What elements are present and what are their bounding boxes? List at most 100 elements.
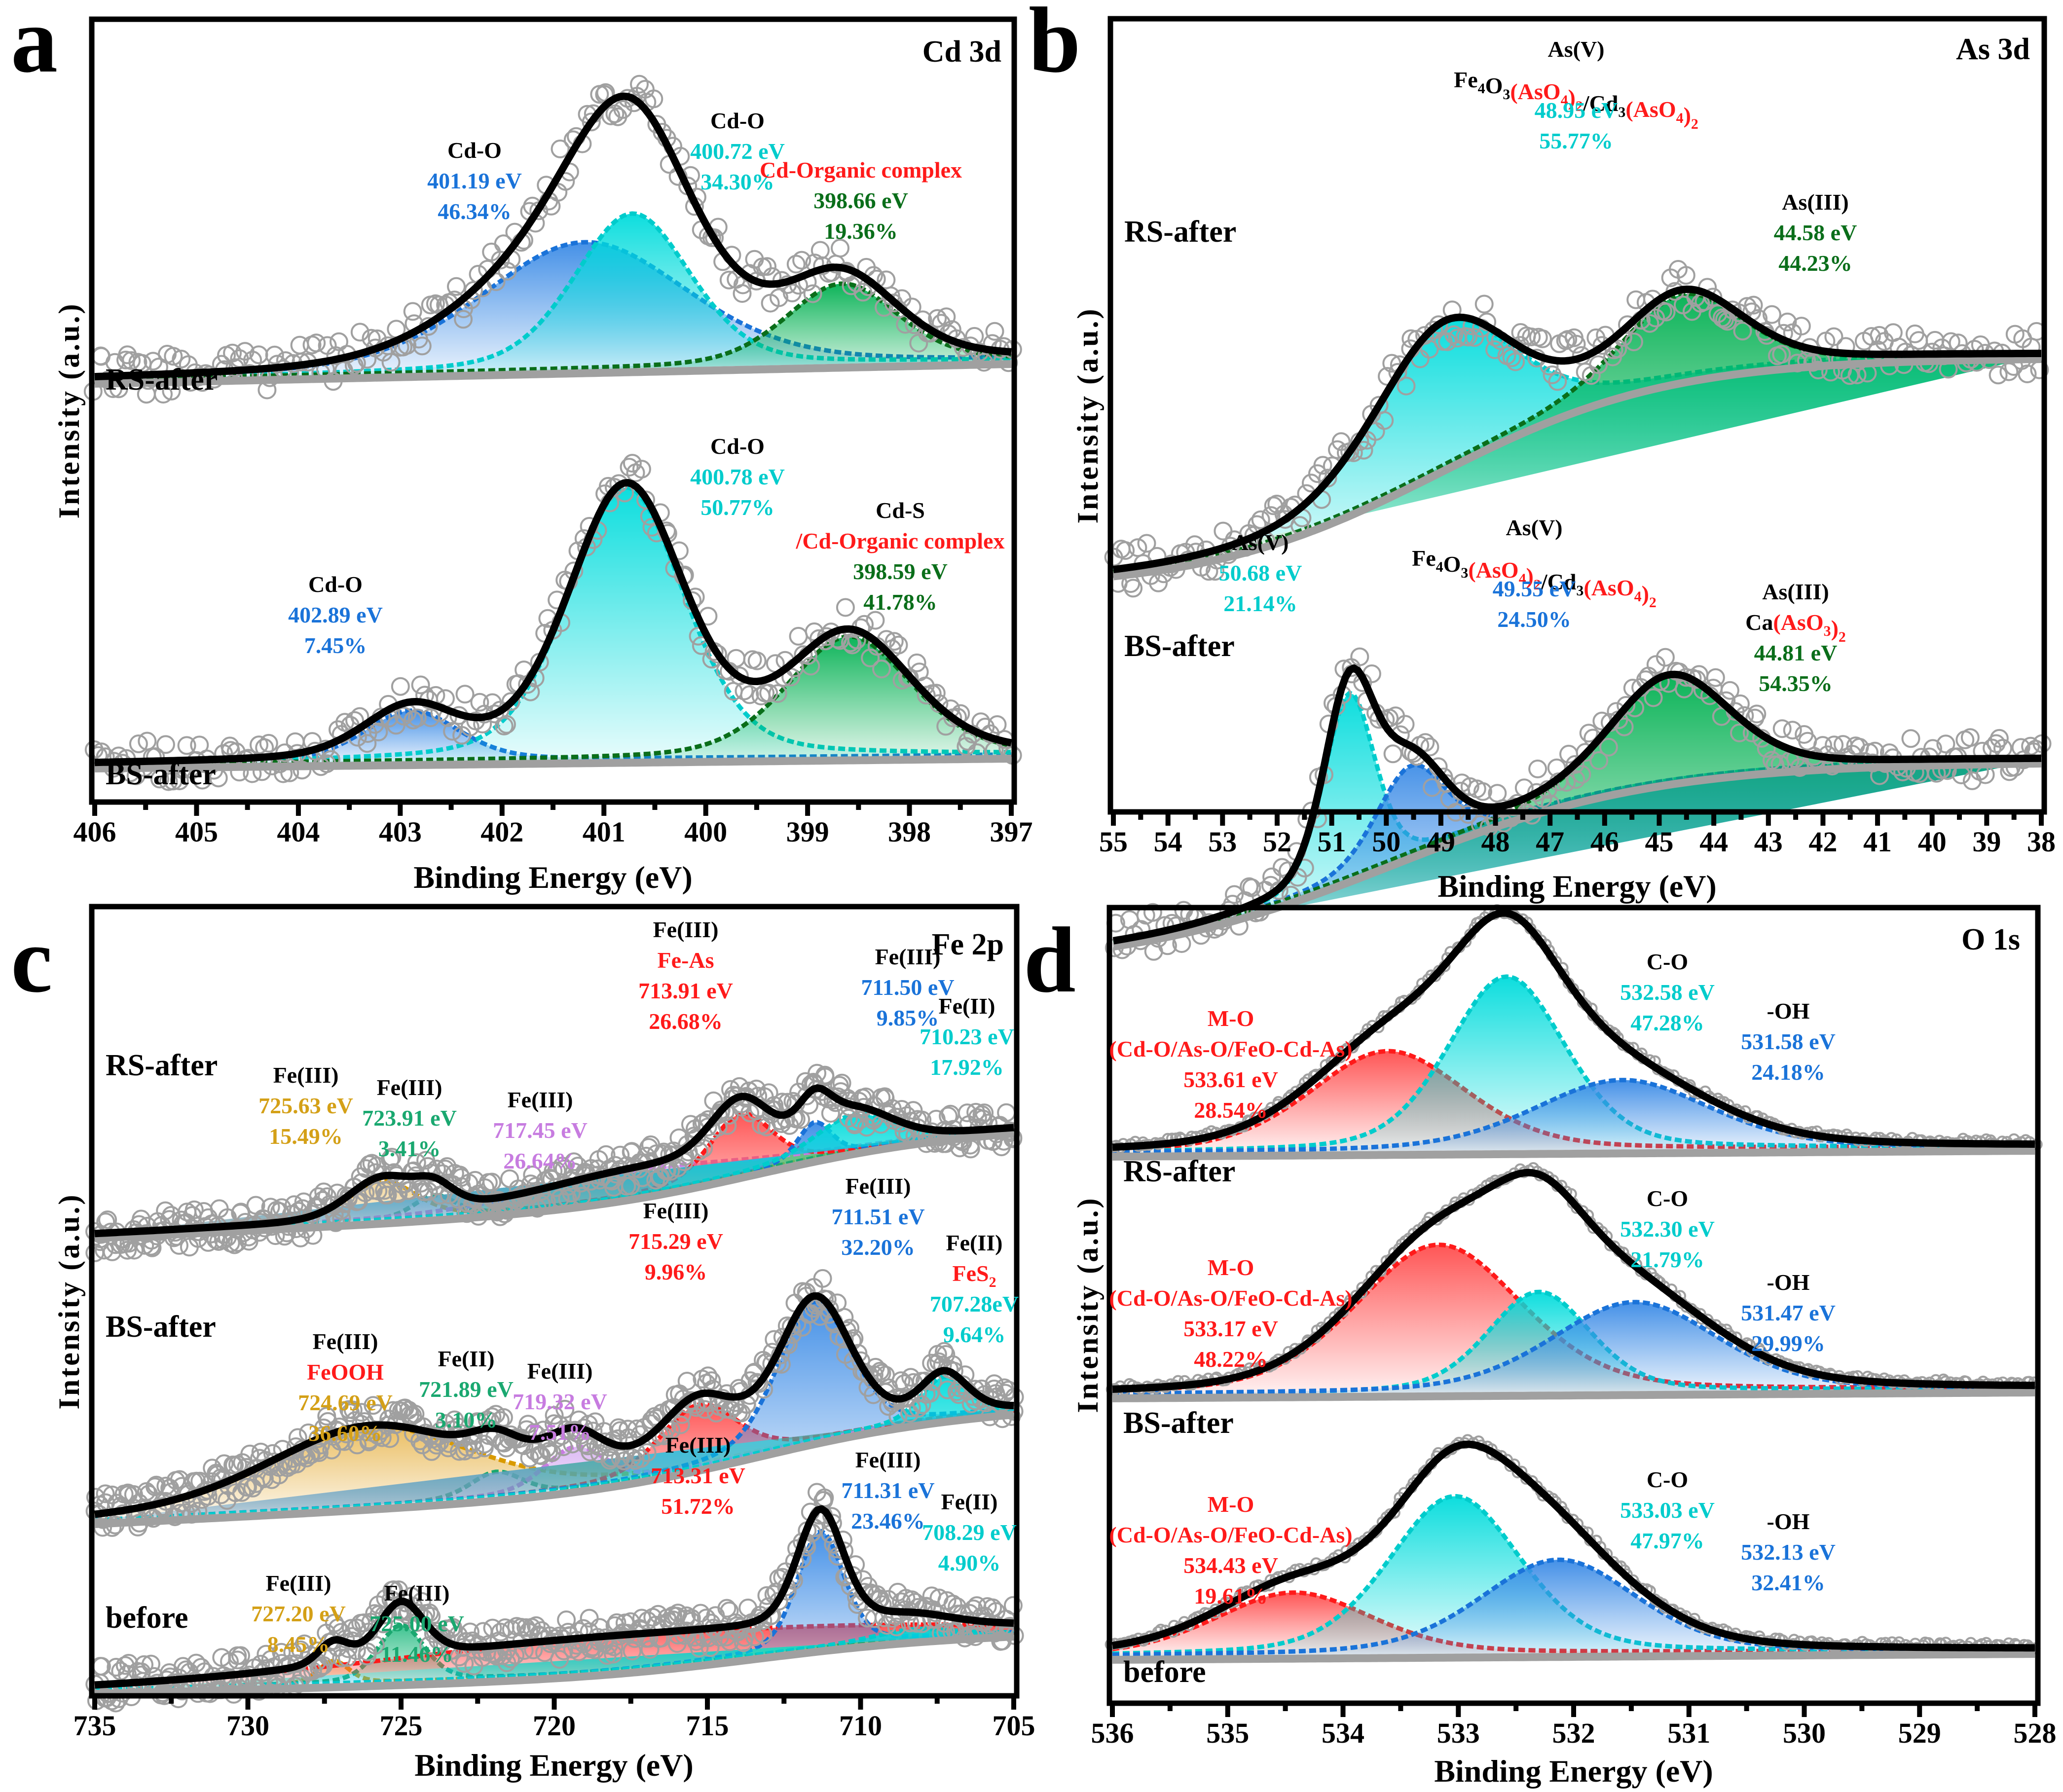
raw-data-point: [1566, 770, 1585, 789]
peak-annotation: Fe(III) 711.51 eV 32.20%: [831, 1173, 924, 1260]
annotation-sublabel: Fe-As: [658, 948, 714, 973]
x-tick-label: 735: [74, 1710, 116, 1742]
raw-data-point: [342, 1619, 361, 1638]
raw-data-point: [1533, 329, 1552, 348]
raw-data-point: [103, 1518, 122, 1537]
peak-annotation: Fe(II) 710.23 eV 17.92%: [920, 993, 1014, 1080]
raw-data-point: [768, 684, 787, 703]
panel-b-ylabel: Intensity (a.u.): [1071, 307, 1104, 523]
raw-data-point: [497, 715, 516, 734]
raw-data-point: [613, 100, 632, 119]
peak-annotation: Fe(III) 723.91 eV 3.41%: [362, 1075, 457, 1161]
annotation-percent_label: 11.46%: [381, 1642, 453, 1667]
annotation-label: M-O: [1208, 1255, 1254, 1280]
panel-a-plot: RS-after BS-after: [83, 74, 1022, 791]
raw-data-point: [170, 771, 189, 791]
x-tick-label: 534: [1322, 1717, 1364, 1749]
raw-data-point: [188, 1501, 208, 1521]
raw-data-point: [486, 272, 506, 292]
peak-fill-purple: [95, 1410, 1014, 1520]
x-tick-label: 397: [990, 816, 1033, 848]
annotation-energy_label: 49.55 eV: [1493, 576, 1576, 601]
raw-data-point: [690, 1639, 709, 1658]
raw-data-point: [705, 228, 724, 247]
annotation-energy_label: 44.81 eV: [1754, 640, 1838, 665]
raw-data-point: [1952, 766, 1971, 784]
annotation-percent_label: 34.30%: [700, 169, 774, 194]
x-tick-label: 38: [2027, 826, 2056, 858]
peak-annotation: Cd-O 401.19 eV 46.34%: [427, 138, 522, 224]
raw-data-point: [1640, 314, 1659, 333]
raw-data-point: [1267, 494, 1287, 513]
raw-data-point: [889, 635, 908, 655]
raw-data-point: [1438, 332, 1457, 351]
raw-data-point: [1149, 573, 1168, 592]
raw-data-point: [1772, 345, 1791, 364]
raw-data-point: [1976, 765, 1995, 784]
annotation-label: Fe(II): [438, 1346, 495, 1371]
fit-envelope: [94, 92, 1012, 381]
annotation-energy_label: 532.13 eV: [1741, 1539, 1836, 1565]
sample-label: BS-after: [106, 758, 216, 791]
annotation-percent_label: 44.23%: [1778, 251, 1852, 276]
x-tick-label: 725: [380, 1710, 423, 1742]
x-tick-label: 54: [1154, 826, 1182, 858]
raw-data-point: [866, 611, 885, 630]
raw-data-point: [744, 1363, 763, 1383]
annotation-label: Fe(III): [313, 1329, 378, 1354]
background-line: [94, 360, 1012, 388]
x-tick-label: 403: [379, 816, 422, 848]
raw-data-point: [343, 1400, 363, 1420]
peak-fill-blue: [1112, 1302, 2035, 1394]
raw-data-point: [1416, 733, 1435, 752]
raw-data-point: [907, 653, 926, 672]
peak-fill-cyan: [95, 487, 1011, 765]
raw-data-point: [163, 771, 183, 791]
sample-label: BS-after: [1124, 629, 1235, 663]
raw-data-point: [1429, 315, 1448, 334]
raw-data-point: [1646, 655, 1665, 674]
annotation-energy_label: 533.17 eV: [1183, 1316, 1278, 1341]
raw-data-point: [177, 736, 196, 755]
raw-data-point: [109, 379, 128, 399]
annotation-percent_label: 46.34%: [438, 199, 512, 224]
spectrum-bs-after: BS-after: [84, 454, 1022, 791]
raw-data-point: [1543, 365, 1562, 384]
spectrum-before: before: [85, 1483, 1024, 1713]
raw-data-point: [623, 454, 642, 473]
raw-data-point: [1206, 562, 1225, 581]
raw-data-point: [171, 1503, 190, 1523]
raw-data-point: [411, 675, 430, 695]
x-tick-label: 528: [2014, 1717, 2057, 1749]
raw-data-point: [759, 684, 778, 703]
panel-b-x-axis: 55 54 53 52 51 50 49 48 47 46 45 44 43 42 41 40 39 38: [1099, 812, 2056, 858]
raw-data-point: [815, 1065, 835, 1085]
annotation-energy_label: 725.00 eV: [369, 1611, 464, 1636]
background-line: [94, 1633, 1014, 1698]
raw-data-point: [1790, 758, 1809, 777]
peak-annotation: C-O 533.03 eV 47.97%: [1620, 1467, 1715, 1553]
raw-data-point: [1730, 723, 1749, 742]
sample-label: BS-after: [106, 1310, 216, 1344]
x-tick-label: 41: [1863, 826, 1892, 858]
peak-fill-blue: [1112, 1080, 2035, 1153]
raw-data-point: [1137, 534, 1156, 553]
raw-data-point: [243, 1478, 262, 1498]
annotation-energy_label: 721.89 eV: [419, 1377, 514, 1402]
raw-data-point: [1847, 366, 1867, 384]
raw-data-point: [1397, 376, 1416, 396]
annotation-energy_label: 723.91 eV: [362, 1105, 457, 1131]
x-tick-label: 49: [1427, 826, 1455, 858]
raw-data-point: [141, 1237, 160, 1256]
raw-data-point: [1143, 903, 1162, 922]
raw-data-point: [369, 722, 388, 741]
spectrum-rs-after: RS-after: [83, 74, 1022, 404]
panel-d-plot: RS-after BS-after before: [1105, 904, 2043, 1689]
raw-data-point: [366, 1636, 385, 1655]
panel-c-ylabel: Intensity (a.u.): [53, 1193, 85, 1409]
raw-data-point: [225, 1235, 244, 1254]
raw-data-point: [494, 716, 514, 735]
annotation-label: M-O: [1208, 1492, 1254, 1517]
raw-data-point: [491, 1622, 510, 1642]
raw-data-point: [1615, 717, 1634, 736]
